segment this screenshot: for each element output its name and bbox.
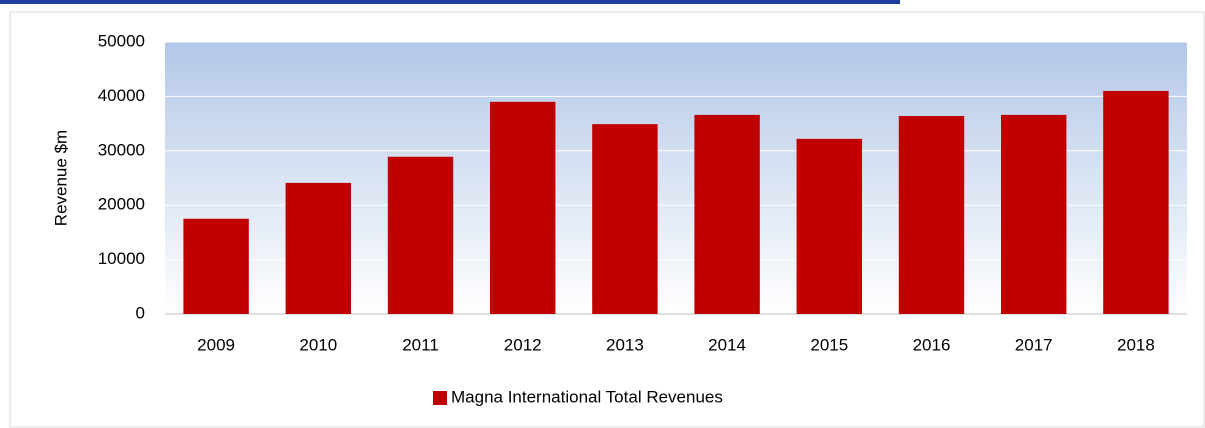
y-tick-label: 10000 (98, 249, 145, 268)
bar (285, 182, 352, 314)
x-tick-label: 2012 (504, 335, 542, 354)
y-tick-label: 0 (136, 303, 145, 322)
x-tick-label: 2010 (299, 335, 337, 354)
bar (898, 115, 965, 314)
y-tick-label: 50000 (98, 31, 145, 50)
y-axis-label: Revenue $m (51, 130, 70, 226)
bar (183, 218, 249, 314)
x-tick-label: 2009 (197, 335, 235, 354)
x-tick-label: 2018 (1117, 335, 1155, 354)
y-tick-label: 20000 (98, 195, 145, 214)
bar (592, 124, 658, 314)
bar (489, 101, 556, 314)
legend-swatch (433, 391, 447, 405)
bar (796, 138, 863, 314)
x-tick-label: 2016 (913, 335, 951, 354)
bar (694, 114, 760, 315)
y-tick-label: 40000 (98, 86, 145, 105)
x-tick-label: 2013 (606, 335, 644, 354)
x-tick-label: 2017 (1015, 335, 1053, 354)
bar (1103, 90, 1169, 315)
y-tick-label: 30000 (98, 140, 145, 159)
x-tick-label: 2014 (708, 335, 746, 354)
x-tick-label: 2011 (402, 335, 439, 354)
cut-title-underline (0, 0, 900, 4)
legend-label: Magna International Total Revenues (451, 387, 723, 406)
x-tick-label: 2015 (810, 335, 848, 354)
bar (387, 156, 454, 314)
bar (1000, 114, 1067, 315)
